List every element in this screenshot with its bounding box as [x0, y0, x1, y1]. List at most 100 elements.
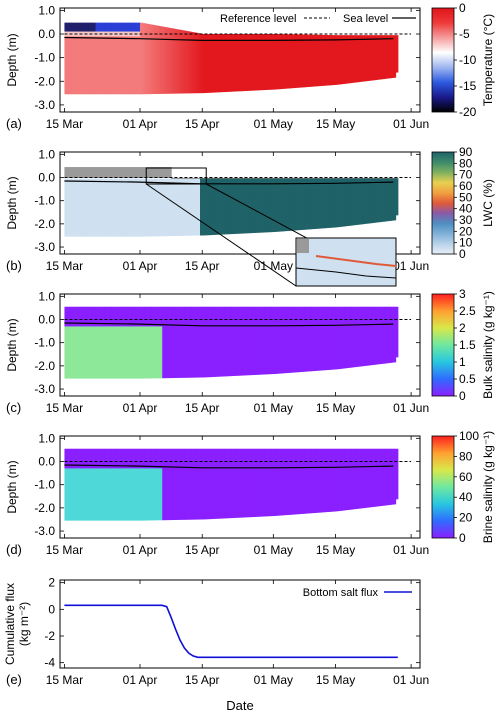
heatmap-cell — [131, 22, 134, 32]
heatmap-cell — [104, 468, 108, 521]
heatmap-cell — [304, 178, 308, 230]
heatmap-cell — [64, 178, 68, 237]
heatmap-cell — [75, 448, 79, 469]
heatmap-cell — [382, 178, 386, 222]
heatmap-cell — [368, 448, 372, 508]
heatmap-cell — [193, 177, 197, 179]
heatmap-cell — [244, 178, 248, 234]
heatmap-cell — [266, 34, 270, 90]
heatmap-cell — [348, 448, 352, 510]
heatmap-cell — [302, 177, 306, 179]
heatmap-cell — [180, 178, 183, 236]
heatmap-cell — [80, 167, 83, 178]
colorbar-tick-label: 80 — [459, 156, 473, 170]
heatmap-cell — [142, 326, 146, 379]
heatmap-cell — [362, 448, 366, 509]
heatmap-cell — [360, 177, 363, 179]
heatmap-cell — [324, 448, 328, 513]
heatmap-cell — [173, 178, 177, 236]
heatmap-cell — [235, 177, 239, 179]
heatmap-cell — [342, 178, 346, 227]
plot-area — [64, 604, 398, 659]
heatmap-cell — [88, 468, 92, 521]
colorbar-tick-label: 0.5 — [459, 372, 476, 386]
heatmap-cell — [151, 306, 154, 327]
y-axis-label: Depth (m) — [5, 460, 19, 513]
heatmap-cell — [77, 448, 81, 469]
heatmap-cell — [106, 178, 110, 237]
heatmap-cell — [373, 448, 377, 507]
heatmap-cell — [360, 35, 363, 82]
heatmap-cell — [71, 468, 74, 521]
heatmap-cell — [268, 34, 272, 90]
heatmap-cell — [184, 448, 188, 520]
heatmap-cell — [77, 306, 81, 327]
heatmap-cell — [140, 22, 143, 95]
heatmap-cell — [80, 326, 83, 379]
heatmap-cell — [104, 326, 108, 379]
heatmap-cell — [326, 177, 330, 179]
heatmap-cell — [171, 178, 174, 237]
heatmap-cell — [86, 326, 90, 379]
heatmap-cell — [344, 178, 348, 227]
heatmap-cell — [108, 178, 112, 237]
heatmap-cell — [120, 326, 123, 379]
heatmap-cell — [366, 177, 370, 179]
heatmap-cell — [304, 306, 308, 372]
heatmap-cell — [277, 306, 281, 374]
x-tick-label: 15 Apr — [185, 401, 220, 415]
panel-4: Bottom salt flux 2 0 -2 -4 15 Mar 01 Apr 15 Apr… — [3, 576, 429, 687]
heatmap-cell — [80, 178, 83, 237]
heatmap-cell — [144, 326, 148, 379]
heatmap-cell — [88, 448, 92, 469]
heatmap-cell — [88, 326, 92, 379]
heatmap-cell — [353, 35, 357, 83]
heatmap-cell — [113, 306, 117, 327]
heatmap-cell — [104, 167, 108, 178]
heatmap-cell — [102, 22, 106, 32]
heatmap-cell — [357, 306, 361, 367]
heatmap-cell — [253, 448, 257, 517]
heatmap-cell — [333, 177, 337, 179]
heatmap-cell — [380, 178, 383, 222]
colorbar-tick-label: 50 — [459, 190, 473, 204]
heatmap-cell — [266, 178, 270, 233]
heatmap-cell — [73, 167, 77, 178]
heatmap-cell — [104, 448, 108, 469]
heatmap-cell — [86, 178, 90, 237]
heatmap-cell — [353, 448, 357, 510]
y-tick-label: -4 — [44, 656, 55, 670]
heatmap-cell — [317, 34, 321, 87]
heatmap-cell — [391, 35, 394, 78]
heatmap-cell — [131, 306, 134, 327]
colorbar — [431, 293, 455, 397]
heatmap-cell — [93, 167, 97, 178]
heatmap-cell — [300, 306, 303, 372]
heatmap-cell — [304, 177, 308, 179]
heatmap-cell — [233, 448, 237, 518]
heatmap-cell — [95, 326, 99, 379]
y-tick-label: -3.0 — [34, 240, 55, 254]
heatmap-cell — [106, 468, 110, 521]
heatmap-cell — [84, 167, 88, 178]
heatmap-cell — [160, 326, 163, 379]
heatmap-cell — [68, 306, 72, 327]
heatmap-cell — [271, 177, 274, 179]
heatmap-cell — [268, 448, 272, 517]
heatmap-cell — [117, 167, 121, 178]
heatmap-cell — [248, 178, 252, 234]
heatmap-cell — [86, 167, 90, 178]
heatmap-cell — [262, 306, 266, 375]
heatmap-cell — [155, 448, 159, 469]
heatmap-cell — [257, 178, 261, 233]
heatmap-cell — [71, 306, 74, 327]
heatmap-cell — [66, 36, 70, 95]
heatmap-cell — [393, 35, 397, 78]
heatmap-cell — [193, 32, 197, 94]
heatmap-cell — [117, 306, 121, 327]
x-tick-label: 15 Mar — [46, 117, 83, 131]
heatmap-cell — [100, 326, 103, 379]
heatmap-cell — [337, 178, 341, 228]
heatmap-cell — [222, 177, 226, 179]
heatmap-cell — [100, 178, 103, 237]
